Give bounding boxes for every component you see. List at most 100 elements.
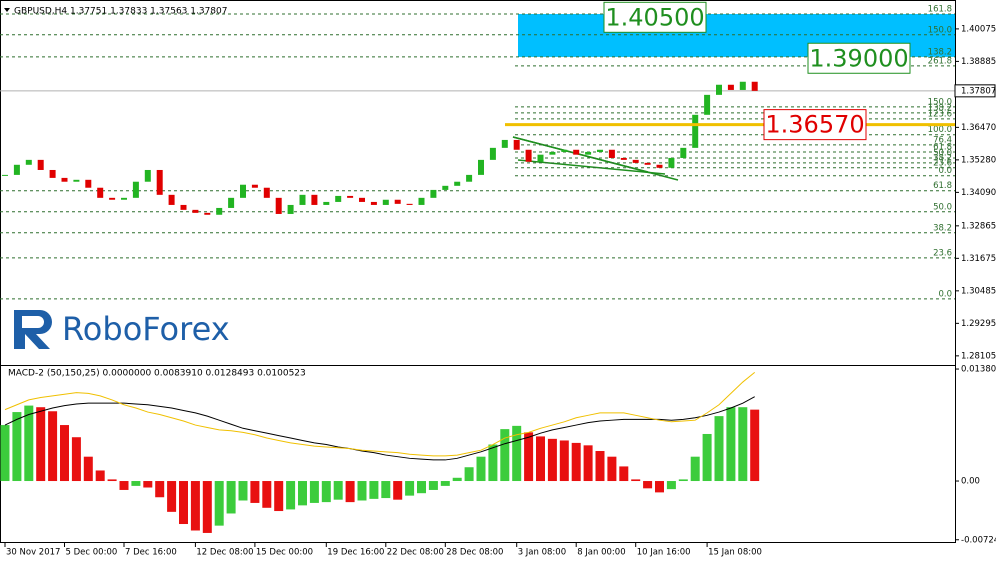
x-tick-label: 10 Jan 16:00 [637,548,691,558]
y-tick-label: -0.007240 [961,535,996,545]
candle [25,159,32,165]
wedge-line [512,136,649,173]
candle [180,204,187,210]
histogram-bar [738,407,748,482]
fib-label: 138.2 [928,103,952,113]
logo-icon [14,310,52,349]
candle [525,149,532,162]
histogram-bar [452,477,462,482]
histogram-bar [0,425,10,482]
candle [370,201,377,205]
candle [573,149,580,155]
histogram-bar [131,481,141,486]
target-label: 1.36570 [765,111,864,139]
histogram-bar [536,436,545,482]
candle [299,194,306,205]
histogram-bar [345,481,355,503]
histogram-bar [524,432,534,482]
y-tick-label: 1.36470 [961,123,996,133]
candle [228,197,235,208]
histogram-bar [83,456,93,482]
histogram-bar [262,481,272,508]
candle [644,162,651,165]
histogram-bar [655,481,664,493]
fib-label: 38.2 [933,153,952,163]
fib-label: 38.2 [933,223,952,233]
histogram-bar [440,481,450,486]
macd-title: MACD-2 (50,150,25) 0.0000000 0.0083910 0… [8,369,306,379]
histogram-bar [71,437,81,482]
x-tick-label: 8 Jan 00:00 [577,548,625,558]
candle [49,169,56,178]
y-tick-label: 1.38885 [961,57,996,67]
candle [466,174,473,182]
candle [478,159,484,175]
fib-label: 61.8 [933,181,952,191]
candle [537,154,544,162]
histogram-bar [559,440,569,482]
candle [632,159,639,163]
candle [620,157,627,160]
candle [418,197,425,205]
x-tick-label: 22 Dec 08:00 [387,548,444,558]
histogram-bar [226,481,236,514]
macd-line [4,396,755,461]
y-tick-label: 1.28105 [961,351,996,361]
candle [109,197,116,200]
target-label: 1.39000 [809,44,908,72]
candle [406,203,413,205]
candle [121,197,127,200]
candle [251,184,258,188]
histogram-bar [512,425,522,482]
y-tick-label: 1.40075 [961,24,996,34]
fib-label: 261.8 [928,56,952,66]
histogram-bar [298,481,307,506]
candle [489,147,496,160]
candle [442,185,449,190]
logo: RoboForex [14,310,230,349]
candle [144,169,151,182]
y-tick-label: 0.013806 [961,365,996,375]
candle [668,157,675,168]
candle [585,151,592,155]
candle [168,194,175,205]
candle [727,84,734,90]
candle [275,197,282,214]
histogram-bar [119,481,129,490]
wedge [512,136,679,181]
histogram-bar [250,481,260,503]
histogram-bar [405,481,415,496]
histogram-bar [750,409,760,482]
histogram-bar [202,481,212,533]
candle [2,174,8,176]
candle [85,179,92,188]
histogram-bar [381,481,391,499]
candle [382,199,389,205]
histogram-bar [464,467,474,482]
candle [608,149,615,158]
histogram-bar [190,481,200,531]
x-tick-label: 28 Dec 08:00 [446,548,503,558]
histogram-bar [666,481,676,490]
symbol-header: GBPUSD,H4 1.37751 1.37833 1.37563 1.3780… [14,7,227,17]
candle [73,179,80,182]
candle [680,147,687,158]
candle [716,84,722,95]
candle [287,204,294,214]
fib-label: 61.8 [933,142,952,152]
last-price-label: 1.37807 [961,86,996,96]
histogram-bar [107,479,117,482]
y-tick-label: 1.29295 [961,319,996,329]
y-tick-label: 1.34090 [961,188,996,198]
logo-text: RoboForex [62,310,230,348]
candle [454,181,461,186]
histogram-bar [417,481,426,494]
histogram-bar [155,481,165,498]
histogram-bar [286,481,296,510]
histogram-bar [714,416,724,482]
histogram-bar [24,405,34,482]
target-box [603,1,707,33]
histogram-bar [167,481,177,512]
histogram-bar [619,466,629,482]
